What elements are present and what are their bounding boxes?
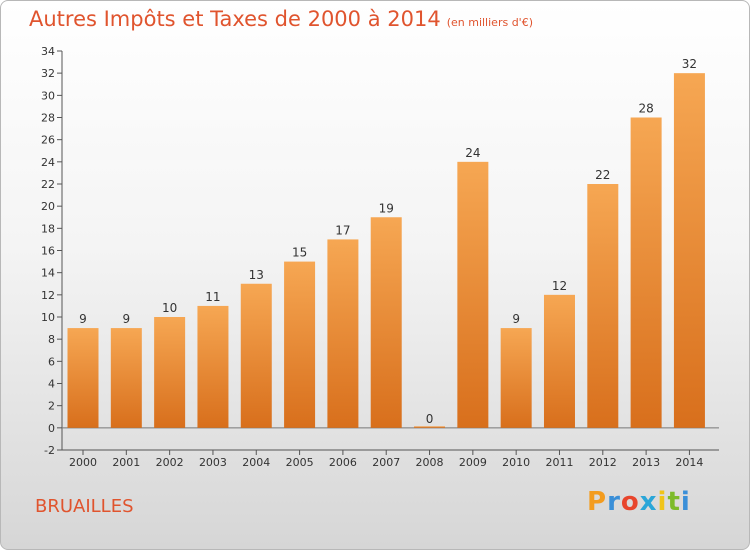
data-label: 19 [379, 201, 394, 215]
proxiti-logo: Proxiti [587, 487, 691, 517]
y-tick-label: 10 [41, 311, 55, 324]
data-label: 28 [638, 102, 653, 116]
logo-letter: x [639, 487, 658, 517]
x-tick-label: 2005 [286, 456, 314, 469]
y-tick-label: 22 [41, 178, 55, 191]
logo-letter: o [620, 487, 640, 517]
y-tick-label: 34 [41, 45, 55, 58]
x-tick-label: 2004 [242, 456, 270, 469]
chart-title: Autres Impôts et Taxes de 2000 à 2014 (en… [29, 7, 533, 31]
x-tick-label: 2014 [675, 456, 703, 469]
x-tick-label: 2009 [459, 456, 487, 469]
logo-letter: r [607, 487, 621, 517]
x-tick-label: 2006 [329, 456, 357, 469]
data-label: 9 [79, 312, 87, 326]
bar [500, 328, 532, 428]
y-tick-label: 8 [48, 333, 55, 346]
y-tick-label: 24 [41, 156, 55, 169]
chart-title-text: Autres Impôts et Taxes de 2000 à 2014 [29, 7, 441, 31]
x-tick-label: 2008 [416, 456, 444, 469]
y-tick-label: 6 [48, 355, 55, 368]
x-tick-label: 2000 [69, 456, 97, 469]
data-label: 9 [122, 312, 130, 326]
y-tick-label: 32 [41, 67, 55, 80]
x-tick-label: 2002 [156, 456, 184, 469]
data-label: 13 [249, 268, 264, 282]
data-label: 9 [512, 312, 520, 326]
logo-letter: i [680, 487, 691, 517]
logo-letter: P [587, 487, 608, 517]
y-tick-label: 0 [48, 422, 55, 435]
bar [327, 239, 359, 428]
y-tick-label: 14 [41, 267, 55, 280]
y-tick-label: -2 [44, 444, 55, 457]
bar [110, 328, 142, 428]
data-label: 11 [205, 290, 220, 304]
x-tick-label: 2011 [545, 456, 573, 469]
bar [630, 117, 662, 428]
bar [673, 73, 705, 428]
y-tick-label: 26 [41, 134, 55, 147]
logo-letter: t [667, 487, 681, 517]
y-tick-label: 16 [41, 245, 55, 258]
bar [197, 305, 229, 428]
x-tick-label: 2012 [589, 456, 617, 469]
data-label: 32 [682, 57, 697, 71]
x-tick-label: 2003 [199, 456, 227, 469]
bar [587, 184, 619, 428]
data-label: 22 [595, 168, 610, 182]
x-tick-label: 2007 [372, 456, 400, 469]
bar [67, 328, 99, 428]
x-tick-label: 2010 [502, 456, 530, 469]
y-tick-label: 4 [48, 378, 55, 391]
data-label: 15 [292, 246, 307, 260]
bar [240, 283, 272, 428]
data-label: 12 [552, 279, 567, 293]
y-tick-label: 2 [48, 400, 55, 413]
bar [457, 161, 489, 428]
y-tick-label: 28 [41, 112, 55, 125]
data-label: 17 [335, 223, 350, 237]
data-label: 24 [465, 146, 480, 160]
data-label: 0 [426, 412, 434, 426]
logo-letter: i [657, 487, 668, 517]
chart-subtitle: (en milliers d'€) [446, 16, 533, 29]
bar [543, 294, 575, 428]
y-tick-label: 20 [41, 200, 55, 213]
y-tick-label: 12 [41, 289, 55, 302]
bar [370, 217, 402, 428]
bar [154, 317, 186, 428]
town-name: BRUAILLES [35, 496, 134, 517]
bar [414, 426, 446, 428]
data-label: 10 [162, 301, 177, 315]
x-tick-label: 2001 [112, 456, 140, 469]
y-tick-label: 18 [41, 222, 55, 235]
y-tick-label: 30 [41, 89, 55, 102]
x-tick-label: 2013 [632, 456, 660, 469]
bar [284, 261, 316, 428]
